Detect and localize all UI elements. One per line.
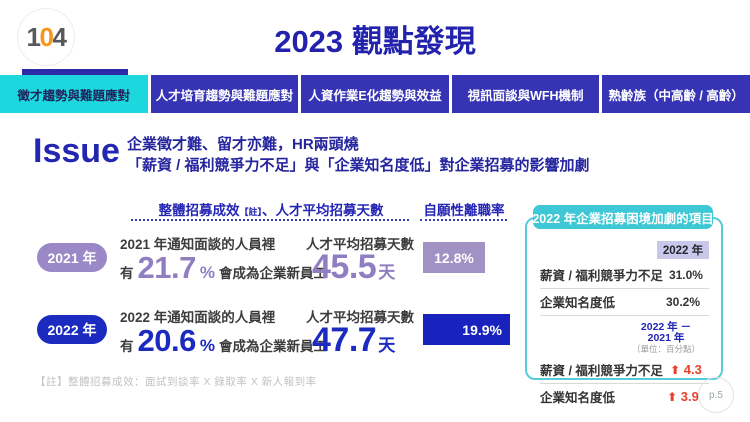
year-pill-2021: 2021 年 bbox=[37, 243, 107, 272]
row-2022-conversion: 有 20.6 % 會成為企業新員工 bbox=[120, 323, 327, 359]
conversion-rate-2022: 20.6 bbox=[137, 323, 197, 358]
days-value-2021: 45.5 天 bbox=[312, 248, 395, 287]
footnote: 【註】整體招募成效：面試到談率 X 錄取率 X 新人報到率 bbox=[35, 376, 317, 388]
diff-unit-note: （單位：百分點） bbox=[631, 344, 700, 354]
tab-label: 人資作業E化趨勢與效益 bbox=[308, 88, 442, 103]
days-unit: 天 bbox=[378, 336, 396, 355]
col2-header: 自願性離職率 bbox=[423, 203, 505, 218]
page-number: p.5 bbox=[698, 377, 734, 413]
dotted-divider-left bbox=[131, 219, 409, 221]
tab-bar: 徵才趨勢與難題應對 人才培育趨勢與難題應對 人資作業E化趨勢與效益 視訊面談與W… bbox=[0, 75, 750, 113]
table-row: 薪資 / 福利競爭力不足 31.0% bbox=[540, 262, 709, 289]
row-2021-line1: 2021 年通知面談的人員裡 bbox=[120, 237, 276, 252]
days-unit: 天 bbox=[378, 263, 396, 282]
days-label-2021: 人才平均招募天數 bbox=[306, 237, 414, 252]
side-panel-title: 2022 年企業招募困境加劇的項目 bbox=[532, 205, 714, 229]
table-row: 薪資 / 福利競爭力不足 ⬆ 4.3 bbox=[540, 357, 709, 384]
issue-label: Issue bbox=[33, 132, 120, 170]
tab-recruit-trends[interactable]: 徵才趨勢與難題應對 bbox=[0, 75, 148, 113]
diff-number: 3.9 bbox=[680, 389, 699, 404]
dotted-divider-right bbox=[420, 219, 507, 221]
row-diff-value: ⬆ 4.3 bbox=[663, 362, 709, 377]
turnover-bar-2022: 19.9% bbox=[423, 314, 510, 345]
row-label: 企業知名度低 bbox=[540, 391, 616, 405]
prefix: 有 bbox=[120, 339, 134, 354]
diff-header-line1: 2022 年 － bbox=[640, 321, 692, 333]
turnover-bar-2021: 12.8% bbox=[423, 242, 485, 273]
suffix: 會成為企業新員工 bbox=[218, 339, 327, 354]
tab-label: 熟齡族（中高齡 / 高齡） bbox=[608, 88, 744, 103]
suffix: 會成為企業新員工 bbox=[218, 266, 327, 281]
percent-sign: % bbox=[199, 263, 215, 282]
side-panel: 2022 年 薪資 / 福利競爭力不足 31.0% 企業知名度低 30.2% 2… bbox=[525, 217, 723, 405]
row-2021-conversion: 有 21.7 % 會成為企業新員工 bbox=[120, 250, 327, 286]
active-tab-indicator bbox=[22, 69, 128, 75]
table-header-row: 2022 年 bbox=[540, 241, 709, 259]
tab-video-interview-wfh[interactable]: 視訊面談與WFH機制 bbox=[451, 75, 600, 113]
row-2022-line1: 2022 年通知面談的人員裡 bbox=[120, 310, 276, 325]
col1-header-main: 整體招募成效 bbox=[158, 203, 240, 218]
prefix: 有 bbox=[120, 266, 134, 281]
avg-days-2021: 45.5 bbox=[312, 248, 377, 286]
logo-digit-4: 4 bbox=[52, 21, 66, 52]
year-pill-2022: 2022 年 bbox=[37, 315, 107, 344]
row-label: 薪資 / 福利競爭力不足 bbox=[540, 269, 663, 283]
column-header-turnover: 自願性離職率 bbox=[420, 199, 508, 219]
tab-label: 人才培育趨勢與難題應對 bbox=[155, 88, 294, 103]
column-header-recruit-effect: 整體招募成效【註】、人才平均招募天數 bbox=[132, 199, 410, 219]
tab-senior-workers[interactable]: 熟齡族（中高齡 / 高齡） bbox=[602, 75, 750, 113]
diff-header-line2: 2021 年 bbox=[647, 332, 685, 344]
row-label: 薪資 / 福利競爭力不足 bbox=[540, 364, 663, 378]
row-value: 31.0% bbox=[668, 267, 703, 282]
row-diff-value: ⬆ 3.9 bbox=[657, 389, 709, 404]
tab-hr-digitization[interactable]: 人資作業E化趨勢與效益 bbox=[301, 75, 449, 113]
diff-number: 4.3 bbox=[683, 362, 702, 377]
up-arrow-icon: ⬆ bbox=[667, 390, 678, 404]
tab-talent-development[interactable]: 人才培育趨勢與難題應對 bbox=[150, 75, 299, 113]
tab-label: 視訊面談與WFH機制 bbox=[467, 88, 584, 103]
avg-days-2022: 47.7 bbox=[312, 321, 377, 359]
issue-line-1: 企業徵才難、留才亦難，HR兩頭燒 bbox=[127, 136, 359, 153]
table-row: 企業知名度低 ⬆ 3.9 bbox=[540, 384, 709, 410]
tab-label: 徵才趨勢與難題應對 bbox=[17, 88, 131, 103]
row-label: 企業知名度低 bbox=[540, 296, 616, 310]
up-arrow-icon: ⬆ bbox=[670, 363, 681, 377]
percent-sign: % bbox=[199, 336, 215, 355]
logo-digit-0: 0 bbox=[39, 21, 54, 52]
conversion-rate-2021: 21.7 bbox=[137, 250, 197, 285]
days-value-2022: 47.7 天 bbox=[312, 321, 395, 360]
col1-header-rest: 、人才平均招募天數 bbox=[262, 203, 384, 218]
logo-digit-1: 1 bbox=[26, 21, 41, 52]
row-value: 30.2% bbox=[665, 294, 701, 309]
diff-column-header: 2022 年 － 2021 年 （單位：百分點） bbox=[623, 322, 709, 355]
issue-statement: 企業徵才難、留才亦難，HR兩頭燒 「薪資 / 福利競爭力不足」與「企業知名度低」… bbox=[127, 134, 590, 176]
col1-header-note: 【註】 bbox=[239, 207, 262, 217]
page-title: 2023 觀點發現 bbox=[274, 24, 476, 59]
table-row: 企業知名度低 30.2% bbox=[540, 289, 709, 316]
issue-line-2: 「薪資 / 福利競爭力不足」與「企業知名度低」對企業招募的影響加劇 bbox=[127, 157, 590, 174]
days-label-2022: 人才平均招募天數 bbox=[306, 310, 414, 325]
table-header-2022: 2022 年 bbox=[657, 241, 709, 259]
